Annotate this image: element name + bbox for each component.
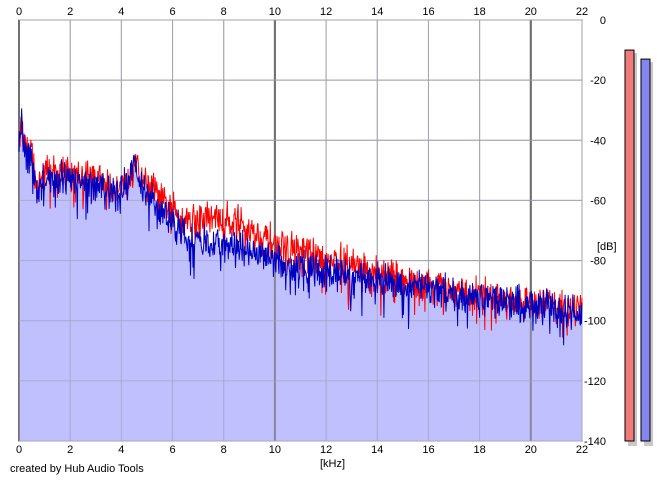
y-tick-label: -60 (590, 195, 606, 207)
x-tick-label-top: 20 (525, 6, 537, 18)
level-meters (624, 49, 653, 446)
x-tick-label-bottom: 6 (169, 444, 175, 456)
y-tick-label: -40 (590, 135, 606, 147)
x-tick-label-bottom: 4 (118, 444, 124, 456)
x-axis-label: [kHz] (320, 458, 345, 470)
credit-text: created by Hub Audio Tools (10, 463, 144, 475)
x-tick-label-bottom: 0 (16, 444, 22, 456)
x-tick-label-top: 4 (118, 6, 124, 18)
x-tick-label-bottom: 22 (576, 444, 588, 456)
x-tick-label-top: 0 (16, 6, 22, 18)
x-axis-bottom-ticks: 0 2 4 6 8 10 12 14 16 18 20 22 (16, 444, 588, 456)
y-tick-label: 0 (600, 15, 606, 27)
series-line-2 (18, 108, 583, 346)
x-tick-label-bottom: 20 (525, 444, 537, 456)
y-tick-label: -120 (584, 376, 606, 388)
y-axis-label: [dB] (597, 241, 617, 253)
x-tick-label-top: 2 (67, 6, 73, 18)
x-tick-label-bottom: 18 (474, 444, 486, 456)
x-tick-label-top: 16 (422, 6, 434, 18)
x-tick-label-top: 18 (474, 6, 486, 18)
x-tick-label-bottom: 16 (422, 444, 434, 456)
spectrum-fill-area (19, 108, 582, 442)
x-tick-label-top: 6 (169, 6, 175, 18)
y-tick-label: -80 (590, 256, 606, 268)
series-lines (18, 108, 583, 346)
x-tick-label-top: 14 (371, 6, 383, 18)
grid-overlay (18, 19, 583, 442)
x-tick-label-top: 10 (269, 6, 281, 18)
x-tick-label-top: 8 (221, 6, 227, 18)
y-tick-label: -140 (584, 436, 606, 448)
y-tick-label: -100 (584, 316, 606, 328)
x-axis-top-ticks: 0 2 4 6 8 10 12 14 16 18 20 22 (16, 6, 588, 18)
x-tick-label-top: 12 (320, 6, 332, 18)
x-tick-label-bottom: 10 (269, 444, 281, 456)
x-tick-label-bottom: 14 (371, 444, 383, 456)
y-tick-label: -20 (590, 75, 606, 87)
x-tick-label-bottom: 8 (221, 444, 227, 456)
level-meter-bar (640, 58, 651, 442)
y-axis-ticks: 0 -20 -40 -60 -80 -100 -120 -140 (584, 15, 606, 448)
x-tick-label-top: 22 (576, 6, 588, 18)
x-tick-label-bottom: 12 (320, 444, 332, 456)
spectrum-fill (19, 108, 582, 442)
level-meter-bar (624, 49, 635, 442)
x-tick-label-bottom: 2 (67, 444, 73, 456)
